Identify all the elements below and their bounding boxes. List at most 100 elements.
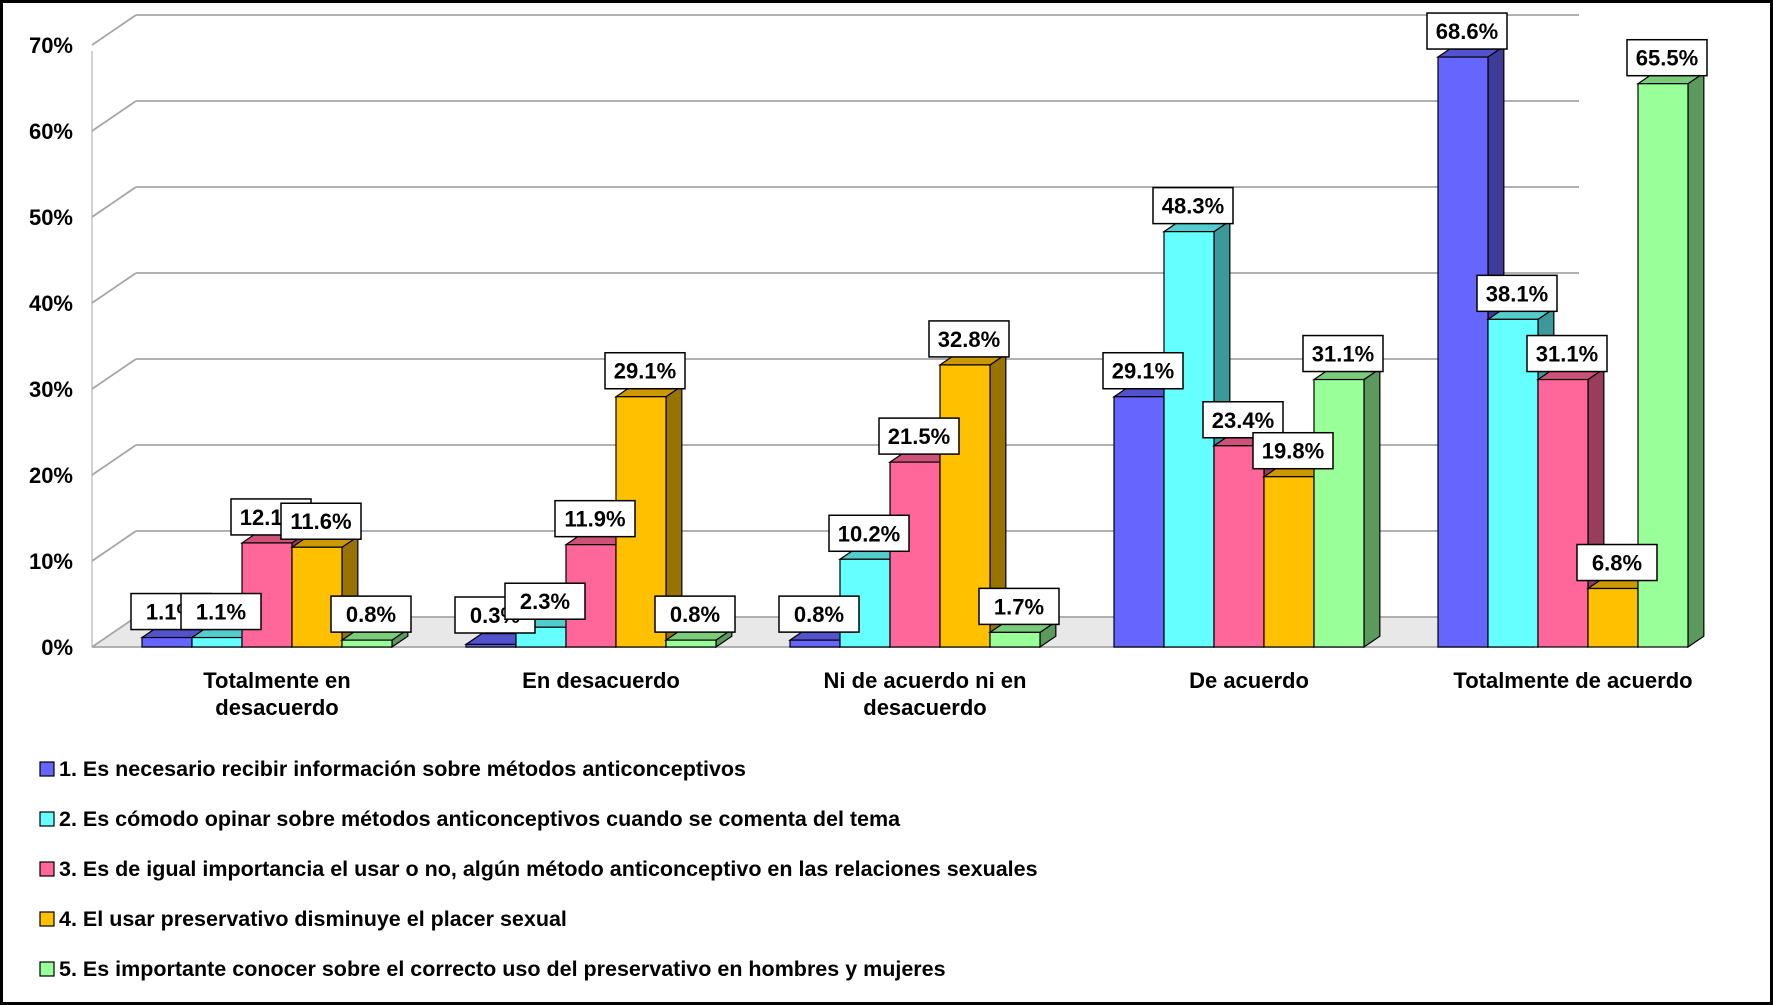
data-label-box <box>1576 543 1658 582</box>
data-label-totalmente-de-acuerdo-s4: 6.8% <box>1576 543 1658 582</box>
data-label-text: 29.1% <box>614 359 676 384</box>
data-label-text: 2.3% <box>520 589 570 614</box>
category-label: De acuerdo <box>1189 668 1309 693</box>
data-label-text: 21.5% <box>888 424 950 449</box>
gridline-diag-1 <box>91 530 137 562</box>
data-label-box <box>654 595 736 633</box>
y-tick-label: 40% <box>29 291 73 316</box>
gridline-diag-3 <box>91 358 137 390</box>
bar-totalmente-de-acuerdo-s2 <box>1487 318 1539 648</box>
gridline-diag-2 <box>91 444 137 476</box>
gridline-diag-6 <box>91 100 137 132</box>
bar-totalmente-en-desacuerdo-s2 <box>191 636 243 648</box>
category-label: Totalmente de acuerdo <box>1453 668 1692 693</box>
data-label-totalmente-de-acuerdo-s3: 31.1% <box>1526 334 1608 373</box>
data-label-text: 32.8% <box>938 327 1000 352</box>
gridline-diag-5 <box>91 186 137 218</box>
category-label: En desacuerdo <box>522 668 680 693</box>
data-label-box <box>1302 334 1384 373</box>
data-label-text: 65.5% <box>1636 46 1698 71</box>
bar-totalmente-de-acuerdo-s1 <box>1437 56 1489 648</box>
bar-en-desacuerdo-s1 <box>465 643 517 648</box>
data-label-box <box>778 595 860 633</box>
data-label-de-acuerdo-s2: 48.3% <box>1152 186 1234 225</box>
category-label: Totalmente en desacuerdo <box>203 668 351 720</box>
data-label-box <box>280 502 362 540</box>
data-label-text: 11.6% <box>290 509 351 534</box>
data-label-box <box>330 595 412 633</box>
data-label-de-acuerdo-s5: 31.1% <box>1302 334 1384 373</box>
data-label-text: 31.1% <box>1536 342 1598 367</box>
y-tick-label: 70% <box>29 33 73 58</box>
data-label-box <box>1252 431 1334 470</box>
data-label-totalmente-de-acuerdo-s1: 68.6% <box>1426 12 1508 50</box>
bar-ni-de-acuerdo-ni-en-desacuerdo-s5 <box>989 631 1041 648</box>
data-label-totalmente-de-acuerdo-s2: 38.1% <box>1476 274 1558 313</box>
data-label-text: 10.2% <box>838 521 900 546</box>
data-label-ni-de-acuerdo-ni-en-desacuerdo-s1: 0.8% <box>778 595 860 633</box>
bar-side-de-acuerdo-s5 <box>1363 367 1381 649</box>
data-label-text: 23.4% <box>1212 408 1274 433</box>
category-label: Ni de acuerdo ni en desacuerdo <box>824 668 1027 720</box>
data-label-box <box>1526 334 1608 373</box>
data-label-text: 1.1% <box>196 600 246 625</box>
bar-ni-de-acuerdo-ni-en-desacuerdo-s1 <box>789 639 841 648</box>
data-label-box <box>878 417 960 455</box>
data-label-ni-de-acuerdo-ni-en-desacuerdo-s5: 1.7% <box>978 587 1060 626</box>
bar-en-desacuerdo-s5 <box>665 639 717 648</box>
y-tick-label: 20% <box>29 463 73 488</box>
y-tick-label: 60% <box>29 119 73 144</box>
data-label-box <box>978 587 1060 626</box>
data-label-box <box>1626 38 1708 77</box>
data-label-box <box>1476 274 1558 313</box>
data-label-box <box>1152 186 1234 225</box>
bar-totalmente-en-desacuerdo-s5 <box>341 639 393 648</box>
data-label-box <box>504 582 586 620</box>
data-label-de-acuerdo-s3: 23.4% <box>1202 401 1284 439</box>
bar-ni-de-acuerdo-ni-en-desacuerdo-s3 <box>889 461 941 648</box>
legend-swatch-3 <box>39 861 55 877</box>
data-label-box <box>1202 401 1284 439</box>
bar-totalmente-en-desacuerdo-s1 <box>141 636 193 648</box>
data-label-text: 6.8% <box>1592 551 1642 576</box>
bar-de-acuerdo-s3 <box>1213 445 1265 648</box>
data-label-totalmente-en-desacuerdo-s2: 1.1% <box>180 592 262 631</box>
data-label-en-desacuerdo-s2: 2.3% <box>504 582 586 620</box>
data-label-text: 29.1% <box>1112 359 1174 384</box>
legend-label-3: 3. Es de igual importancia el usar o no,… <box>59 857 1038 881</box>
legend-swatch-2 <box>39 811 55 827</box>
legend-swatch-1 <box>39 761 55 777</box>
data-label-text: 0.8% <box>346 602 396 627</box>
gridline-diag-0 <box>91 616 137 648</box>
data-label-box <box>1426 12 1508 50</box>
data-label-ni-de-acuerdo-ni-en-desacuerdo-s2: 10.2% <box>828 514 910 553</box>
bar-de-acuerdo-s5 <box>1313 378 1365 648</box>
data-label-box <box>928 320 1010 358</box>
data-label-text: 1.7% <box>994 594 1044 619</box>
data-label-totalmente-en-desacuerdo-s4: 11.6% <box>280 502 362 540</box>
data-label-de-acuerdo-s1: 29.1% <box>1102 351 1184 390</box>
legend-label-4: 4. El usar preservativo disminuye el pla… <box>59 907 567 931</box>
data-label-de-acuerdo-s4: 19.8% <box>1252 431 1334 470</box>
legend-label-1: 1. Es necesario recibir información sobr… <box>59 757 746 781</box>
bar-totalmente-de-acuerdo-s4 <box>1587 587 1639 648</box>
legend-label-2: 2. Es cómodo opinar sobre métodos antico… <box>59 807 901 831</box>
legend-swatch-5 <box>39 961 55 977</box>
data-label-text: 0.8% <box>670 602 720 627</box>
data-label-box <box>180 592 262 631</box>
data-label-ni-de-acuerdo-ni-en-desacuerdo-s3: 21.5% <box>878 417 960 455</box>
bar-de-acuerdo-s2 <box>1163 231 1215 648</box>
data-label-box <box>828 514 910 553</box>
gridline-diag-4 <box>91 272 137 304</box>
data-label-text: 68.6% <box>1436 19 1498 44</box>
bar-totalmente-de-acuerdo-s3 <box>1537 378 1589 648</box>
bar-de-acuerdo-s4 <box>1263 476 1315 648</box>
data-label-text: 0.8% <box>794 602 844 627</box>
y-tick-label: 0% <box>41 635 73 660</box>
data-label-totalmente-de-acuerdo-s5: 65.5% <box>1626 38 1708 77</box>
data-label-text: 38.1% <box>1486 281 1548 306</box>
data-label-text: 31.1% <box>1312 342 1374 367</box>
